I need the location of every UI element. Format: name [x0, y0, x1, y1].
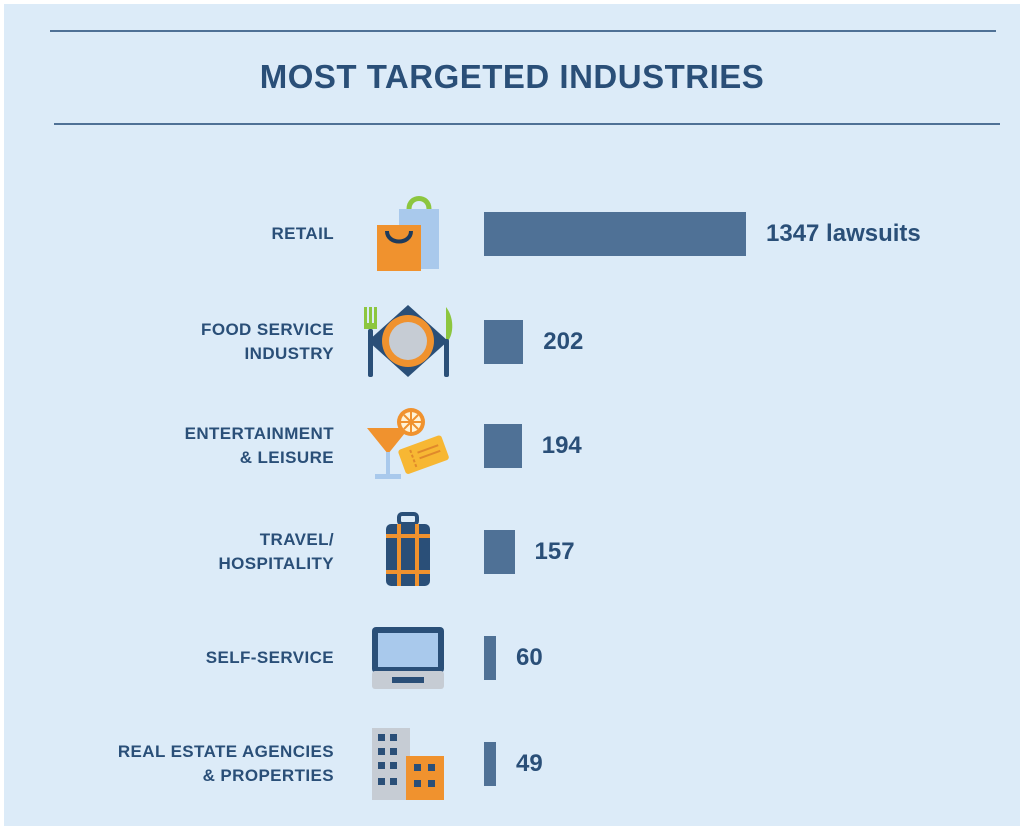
top-divider: [50, 30, 996, 32]
category-label-line: ENTERTAINMENT: [184, 424, 334, 443]
bar-real-estate-agencies-properties: [484, 742, 496, 786]
category-label-line: INDUSTRY: [244, 344, 334, 363]
category-label-line: SELF-SERVICE: [205, 648, 334, 667]
bar-entertainment-leisure: [484, 424, 522, 468]
value-label-entertainment-leisure: 194: [541, 432, 582, 459]
value-label-retail: 1347 lawsuits: [766, 220, 921, 247]
value-label-self-service: 60: [516, 644, 543, 671]
bar-chart: RETAIL 1347 lawsuits FOOD SERVICE INDUSTRY…: [4, 4, 1020, 826]
category-label-line: RETAIL: [271, 224, 334, 243]
category-label-line: HOSPITALITY: [218, 554, 334, 573]
category-label-real-estate-agencies-properties: REAL ESTATE AGENCIES & PROPERTIES: [14, 740, 334, 788]
value-label-travel-hospitality: 157: [534, 538, 575, 565]
infographic-panel: MOST TARGETED INDUSTRIES RETAIL 1347 law…: [4, 4, 1020, 826]
value-label-real-estate-agencies-properties: 49: [516, 750, 543, 777]
category-label-line: REAL ESTATE AGENCIES: [117, 742, 334, 761]
bar-food-service-industry: [484, 320, 524, 364]
buildings-icon: [370, 726, 446, 807]
category-label-line: TRAVEL/: [259, 530, 334, 549]
category-label-retail: RETAIL: [14, 222, 334, 246]
category-label-line: & LEISURE: [239, 448, 334, 467]
plate-cutlery-icon: [360, 303, 456, 386]
category-label-travel-hospitality: TRAVEL/HOSPITALITY: [14, 528, 334, 576]
kiosk-terminal-icon: [370, 625, 446, 696]
category-label-line: FOOD SERVICE: [201, 320, 334, 339]
suitcase-icon: [383, 512, 433, 597]
bar-self-service: [484, 636, 496, 680]
category-label-self-service: SELF-SERVICE: [14, 646, 334, 670]
value-label-food-service-industry: 202: [543, 328, 584, 355]
category-label-entertainment-leisure: ENTERTAINMENT & LEISURE: [14, 422, 334, 470]
shopping-bags-icon: [373, 195, 443, 278]
category-label-food-service-industry: FOOD SERVICE INDUSTRY: [14, 318, 334, 366]
chart-title: MOST TARGETED INDUSTRIES: [259, 58, 765, 95]
bar-travel-hospitality: [484, 530, 515, 574]
cocktail-tickets-icon: [363, 406, 453, 491]
category-label-line: & PROPERTIES: [202, 766, 334, 785]
title-divider: [54, 123, 1000, 125]
bar-retail: [484, 212, 746, 256]
